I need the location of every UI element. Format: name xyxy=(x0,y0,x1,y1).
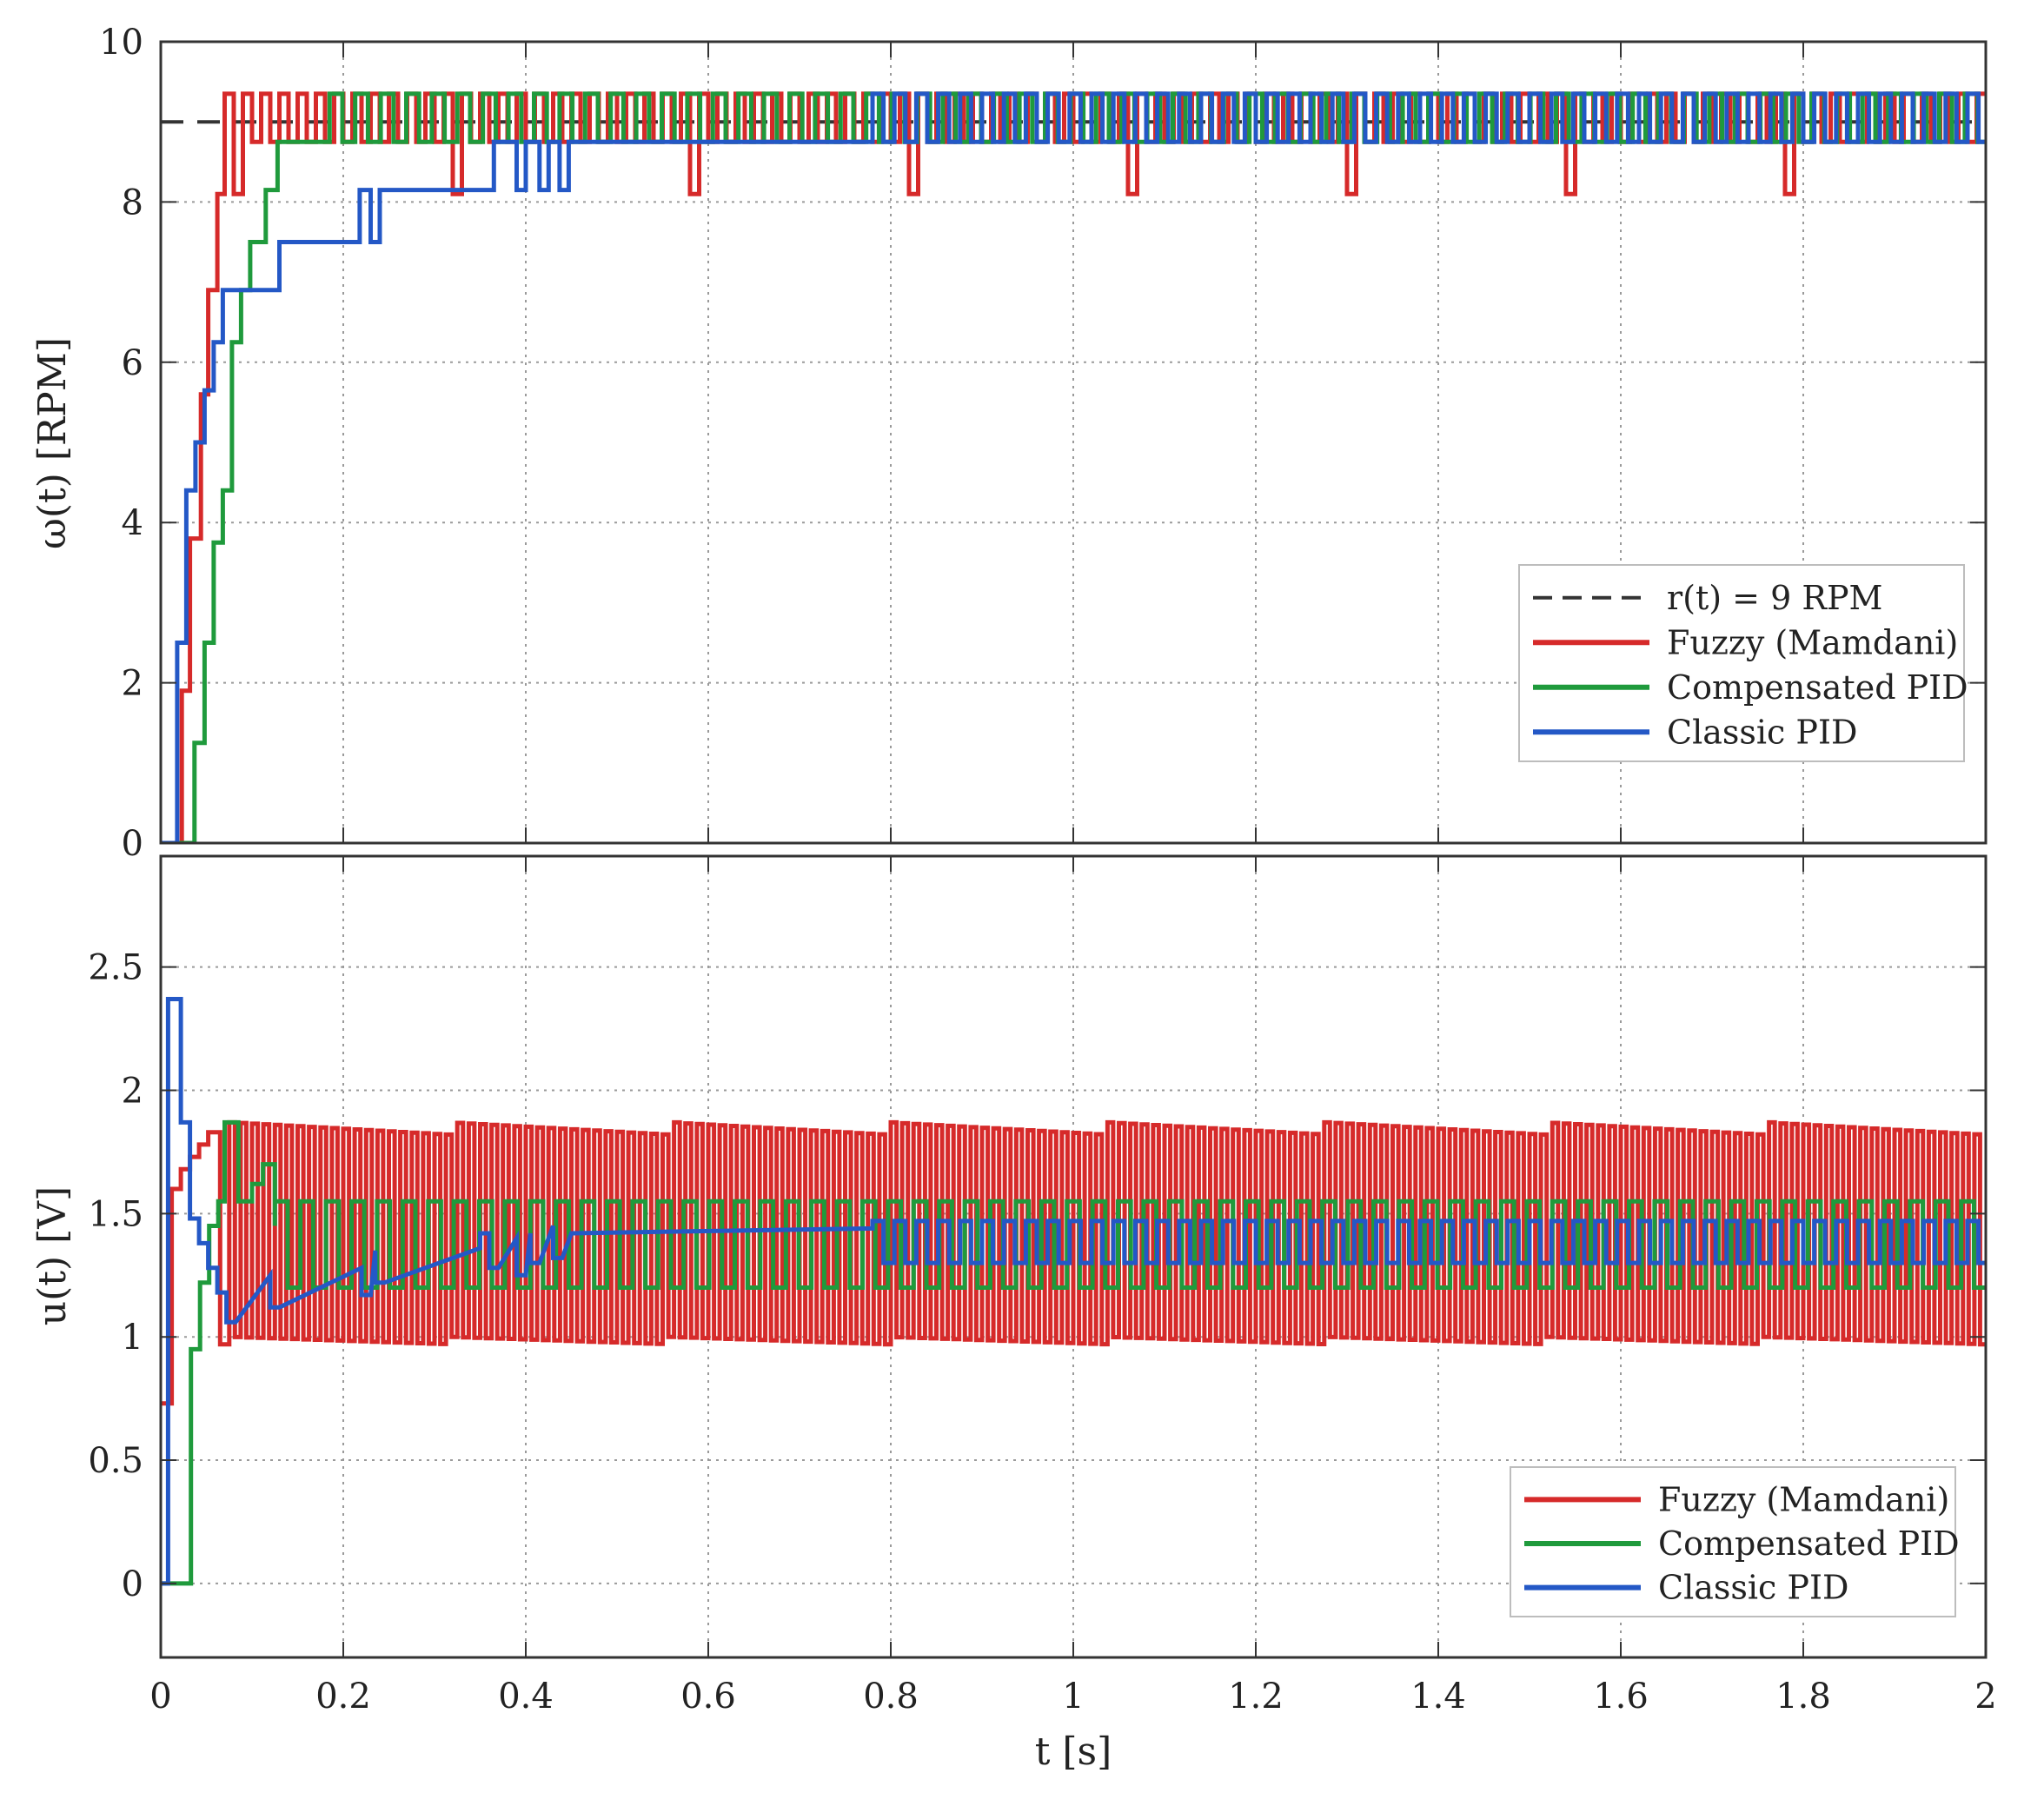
voltage-xtick-label: 2 xyxy=(1974,1677,1996,1717)
voltage-ticks: 0 0.2 0.4 0.6 0.8 1 1.2 1.4 1.6 1.8 2 0 0.5 1 1.5 2 2.5 xyxy=(88,856,1997,1717)
omega-series-clip xyxy=(161,91,1986,843)
voltage-series-group xyxy=(161,997,1986,1586)
voltage-xtick-label: 0.8 xyxy=(863,1677,919,1717)
omega-legend-label: Fuzzy (Mamdani) xyxy=(1667,623,1958,661)
voltage-series-clip xyxy=(161,997,1986,1586)
voltage-xtick-label: 1.4 xyxy=(1410,1677,1466,1717)
omega-series-line-2 xyxy=(161,91,1986,843)
voltage-legend-label: Classic PID xyxy=(1658,1569,1848,1607)
voltage-xtick-label: 1 xyxy=(1062,1677,1084,1717)
voltage-ytick-label: 1.5 xyxy=(88,1194,143,1234)
omega-series-group xyxy=(161,91,1986,843)
voltage-series-line-0 xyxy=(161,1119,1986,1406)
time-xlabel: t [s] xyxy=(1035,1730,1112,1774)
omega-plot-panel: 0 2 4 6 8 10 ω(t) [RPM] r(t) = 9 RPM Fuzzy (Ma… xyxy=(30,23,1988,864)
voltage-plot-panel: 0 0.2 0.4 0.6 0.8 1 1.2 1.4 1.6 1.8 200.511.522.5 … xyxy=(30,854,1997,1774)
voltage-xtick-label: 1.8 xyxy=(1775,1677,1831,1717)
voltage-xtick-label: 0 xyxy=(149,1677,171,1717)
voltage-legend-label: Compensated PID xyxy=(1658,1524,1960,1563)
voltage-ytick-label: 2 xyxy=(122,1072,143,1112)
voltage-ytick-label: 0.5 xyxy=(88,1441,143,1481)
voltage-ytick-label: 0 xyxy=(122,1564,143,1604)
omega-ytick-label: 2 xyxy=(122,664,143,704)
omega-legend-label: Compensated PID xyxy=(1667,668,1968,707)
voltage-legend: Fuzzy (Mamdani) Compensated PID Classic PI… xyxy=(1510,1466,1960,1617)
omega-legend-label: Classic PID xyxy=(1667,713,1857,751)
voltage-ytick-label: 2.5 xyxy=(88,948,143,988)
omega-ytick-label: 10 xyxy=(99,23,143,63)
omega-ticks: 0 2 4 6 8 10 xyxy=(99,23,1987,864)
voltage-xtick-label: 1.2 xyxy=(1228,1677,1284,1717)
voltage-xtick-label: 0.2 xyxy=(315,1677,371,1717)
voltage-xtick-label: 0.4 xyxy=(498,1677,554,1717)
omega-legend-label: r(t) = 9 RPM xyxy=(1667,579,1882,617)
omega-ytick-label: 0 xyxy=(122,824,143,864)
omega-ytick-label: 6 xyxy=(122,343,143,383)
voltage-xtick-label: 1.6 xyxy=(1593,1677,1649,1717)
omega-legend: r(t) = 9 RPM Fuzzy (Mamdani) Compensated P… xyxy=(1518,564,1968,762)
omega-ytick-label: 8 xyxy=(122,183,143,222)
voltage-series-line-1 xyxy=(161,1119,1986,1586)
omega-ylabel: ω(t) [RPM] xyxy=(30,337,75,549)
omega-ytick-label: 4 xyxy=(122,503,143,543)
voltage-ylabel: u(t) [V] xyxy=(30,1186,75,1325)
omega-grid xyxy=(160,41,1987,844)
voltage-legend-label: Fuzzy (Mamdani) xyxy=(1658,1480,1949,1518)
voltage-ytick-label: 1 xyxy=(122,1318,143,1358)
voltage-xtick-label: 0.6 xyxy=(680,1677,736,1717)
voltage-series-line-2 xyxy=(161,997,1986,1586)
